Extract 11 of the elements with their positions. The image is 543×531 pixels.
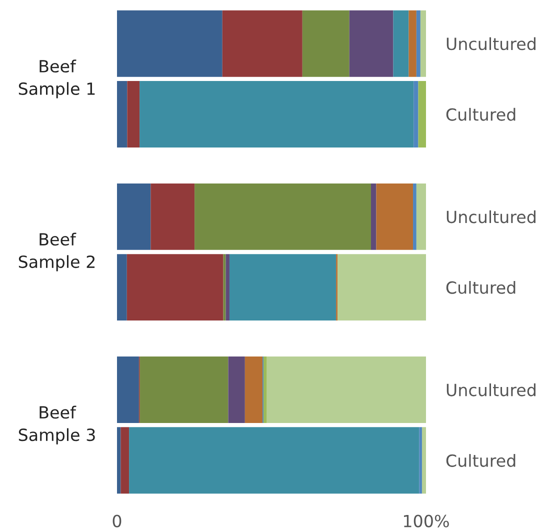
- y-tick-label: Cultured: [446, 108, 516, 121]
- text: Beef Sample 2: [18, 232, 95, 272]
- y-tick-label: Uncultured: [446, 210, 536, 224]
- text: Beef Sample 1: [18, 60, 95, 98]
- y-tick-label: Uncultured: [446, 37, 536, 50]
- y-tick-label: Uncultured: [446, 383, 536, 396]
- text: Beef Sample 3: [18, 406, 95, 444]
- x-tick-label: 100%: [404, 514, 449, 528]
- x-tick-label: 0: [112, 514, 122, 528]
- y-tick-label: Cultured: [446, 454, 516, 467]
- y-tick-label: Cultured: [446, 280, 516, 294]
